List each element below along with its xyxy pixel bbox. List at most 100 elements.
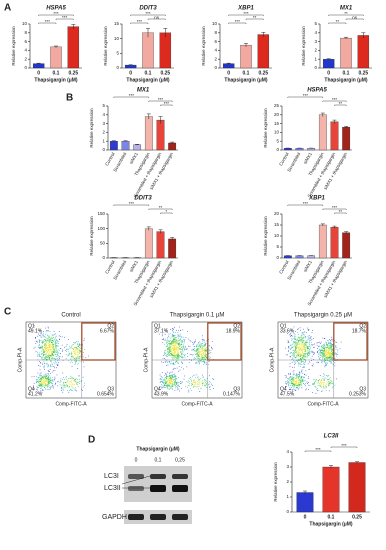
flow-dot (47, 381, 48, 382)
flow-dot (290, 373, 291, 374)
flow-dot (167, 372, 168, 373)
flow-dot (303, 378, 304, 379)
flow-dot (331, 346, 332, 347)
flow-dot (58, 349, 59, 350)
flow-dot (297, 332, 298, 333)
flow-dot (71, 378, 72, 379)
flow-dot (293, 344, 294, 345)
flow-dot (84, 383, 85, 384)
flow-title: Thapsigargin 0.25 µM (294, 313, 352, 319)
flow-dot (71, 357, 72, 358)
flow-dot (44, 339, 45, 340)
flow-dot (200, 347, 201, 348)
flow-dot (306, 347, 307, 348)
flow-dot (318, 346, 319, 347)
flow-dot (175, 378, 176, 379)
flow-dot (323, 346, 324, 347)
flow-dot (326, 349, 327, 350)
significance-label: ns (352, 15, 358, 20)
flow-dot (303, 337, 304, 338)
flow-dot (317, 390, 318, 391)
flow-dot (77, 349, 78, 350)
flow-dot (312, 351, 313, 352)
flow-dot (181, 388, 182, 389)
flow-dot (48, 378, 49, 379)
flow-dot (302, 338, 303, 339)
flow-dot (39, 348, 40, 349)
flow-dot (299, 375, 300, 376)
flow-dot (47, 375, 48, 376)
flow-dot (175, 344, 176, 345)
flow-dot (313, 354, 314, 355)
flow-dot (170, 349, 171, 350)
flow-dot (49, 355, 50, 356)
flow-dot (295, 349, 296, 350)
flow-dot (43, 351, 44, 352)
flow-dot (307, 383, 308, 384)
flow-dot (75, 353, 76, 354)
flow-dot (293, 360, 294, 361)
flow-dot (166, 340, 167, 341)
flow-dot (307, 328, 308, 329)
flow-dot (48, 381, 49, 382)
flow-dot (300, 386, 301, 387)
flow-dot (205, 356, 206, 357)
flow-dot (39, 353, 40, 354)
flow-dot (298, 344, 299, 345)
flow-dot (79, 353, 80, 354)
flow-dot (202, 353, 203, 354)
flow-dot (48, 358, 49, 359)
flow-dot (182, 356, 183, 357)
flow-dot (56, 345, 57, 346)
flow-dot (325, 351, 326, 352)
flow-dot (177, 341, 178, 342)
flow-dot (332, 357, 333, 358)
flow-dot (177, 351, 178, 352)
flow-dot (173, 355, 174, 356)
flow-dot (62, 357, 63, 358)
flow-dot (176, 337, 177, 338)
flow-dot (206, 384, 207, 385)
flow-dot (326, 387, 327, 388)
flow-dot (53, 366, 54, 367)
flow-dot (37, 356, 38, 357)
flow-dot (303, 361, 304, 362)
flow-dot (196, 353, 197, 354)
flow-dot (183, 339, 184, 340)
flow-dot (303, 367, 304, 368)
flow-dot (64, 387, 65, 388)
flow-dot (305, 383, 306, 384)
flow-dot (162, 388, 163, 389)
flow-dot (198, 356, 199, 357)
flow-dot (298, 349, 299, 350)
y-tick-label: 4 (314, 30, 317, 35)
y-tick-label: 15 (274, 121, 280, 126)
flow-dot (330, 354, 331, 355)
chart-title: MX1 (137, 88, 150, 94)
flow-dot (51, 383, 52, 384)
y-axis-label: Relative expression (263, 108, 268, 148)
flow-dot (164, 375, 165, 376)
x-tick-label: 0 (327, 70, 330, 76)
flow-dot (40, 347, 41, 348)
y-tick-label: 2 (214, 56, 217, 61)
flow-dot (52, 380, 53, 381)
flow-dot (42, 335, 43, 336)
panel-label: D (88, 435, 95, 446)
flow-dot (42, 376, 43, 377)
flow-dot (305, 351, 306, 352)
flow-dot (317, 362, 318, 363)
flow-dot (327, 350, 328, 351)
flow-dot (41, 337, 42, 338)
flow-dot (329, 382, 330, 383)
flow-dot (162, 381, 163, 382)
flow-dot (180, 339, 181, 340)
flow-dot (178, 363, 179, 364)
flow-dot (170, 340, 171, 341)
flow-dot (170, 351, 171, 352)
flow-dot (331, 343, 332, 344)
band (172, 485, 188, 492)
flow-dot (319, 350, 320, 351)
flow-dot (325, 353, 326, 354)
flow-dot (185, 349, 186, 350)
